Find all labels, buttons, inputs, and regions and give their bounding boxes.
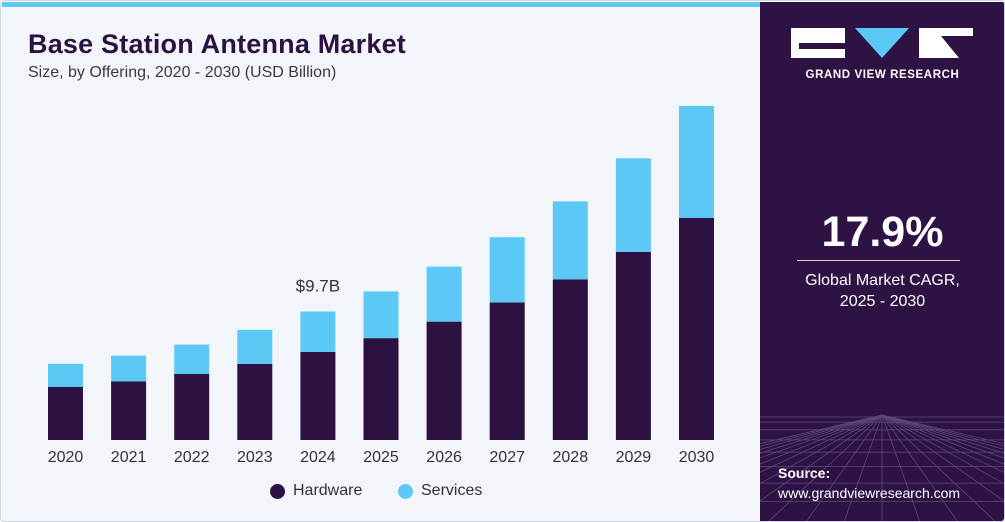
accent-bar bbox=[2, 2, 760, 7]
cagr-label-line2: 2025 - 2030 bbox=[839, 293, 926, 310]
bar-hardware-2020 bbox=[48, 386, 83, 440]
bar-services-2025 bbox=[363, 291, 399, 339]
grid-deco-line bbox=[881, 414, 1004, 445]
grid-deco-line bbox=[760, 414, 883, 454]
grid-deco-line bbox=[881, 414, 958, 521]
grid-deco-line bbox=[881, 414, 1004, 502]
grid-deco-line bbox=[881, 414, 1004, 450]
grid-deco-line bbox=[881, 414, 1004, 473]
bar-hardware-2030 bbox=[679, 217, 714, 440]
x-tick-label-2027: 2027 bbox=[489, 449, 525, 466]
bar-hardware-2029 bbox=[615, 251, 651, 440]
grid-deco-line bbox=[843, 414, 883, 521]
bar-services-2026 bbox=[426, 266, 462, 322]
bar-services-2028 bbox=[552, 201, 588, 280]
grid-deco-line bbox=[881, 414, 921, 521]
bar-hardware-2026 bbox=[426, 321, 462, 440]
x-tick-label-2028: 2028 bbox=[553, 449, 589, 466]
grid-deco-line bbox=[881, 414, 1004, 454]
grid-deco-line bbox=[881, 414, 1004, 447]
bar-services-2027 bbox=[489, 237, 525, 303]
bar-services-2023 bbox=[237, 329, 273, 364]
brand-name: GRAND VIEW RESEARCH bbox=[805, 69, 960, 81]
legend-item-services: Services bbox=[398, 482, 482, 500]
legend-label-services: Services bbox=[421, 482, 483, 499]
x-tick-label-2030: 2030 bbox=[679, 449, 715, 466]
perspective-grid-decoration bbox=[760, 414, 1004, 521]
info-sidebar: GRAND VIEW RESEARCH 17.9% Global Market … bbox=[760, 2, 1004, 521]
bar-hardware-2024 bbox=[300, 351, 336, 440]
grid-deco-line bbox=[760, 414, 883, 459]
bar-services-2021 bbox=[111, 355, 147, 382]
legend-item-hardware: Hardware bbox=[270, 482, 362, 500]
bar-services-2029 bbox=[615, 158, 651, 252]
bar-hardware-2021 bbox=[111, 381, 147, 440]
x-tick-label-2021: 2021 bbox=[111, 449, 147, 466]
grid-deco-line bbox=[760, 414, 883, 447]
chart-legend: Hardware Services bbox=[2, 480, 760, 504]
legend-label-hardware: Hardware bbox=[293, 482, 363, 499]
legend-swatch-hardware bbox=[270, 483, 285, 499]
bar-services-2030 bbox=[679, 106, 714, 218]
x-tick-label-2029: 2029 bbox=[616, 449, 652, 466]
bar-hardware-2027 bbox=[489, 302, 525, 440]
grid-deco-line bbox=[760, 414, 883, 473]
grid-deco-line bbox=[881, 414, 1004, 459]
x-tick-label-2022: 2022 bbox=[174, 449, 210, 466]
cagr-value: 17.9% bbox=[821, 208, 944, 256]
grid-deco-line bbox=[881, 414, 1004, 485]
chart-subtitle: Size, by Offering, 2020 - 2030 (USD Bill… bbox=[28, 64, 337, 81]
grid-deco-line bbox=[760, 414, 883, 450]
x-tick-label-2020: 2020 bbox=[48, 449, 84, 466]
stacked-bar-chart: 2020 2021 2022 2023 2024 $9.7B 2025 2026 2027 202… bbox=[48, 106, 715, 466]
x-tick-label-2025: 2025 bbox=[363, 449, 399, 466]
bar-services-2020 bbox=[48, 363, 83, 387]
grand-view-logo-icon bbox=[791, 28, 973, 58]
bar-hardware-2022 bbox=[174, 373, 210, 440]
grid-deco-line bbox=[760, 414, 883, 445]
cagr-label: Global Market CAGR, 2025 - 2030 bbox=[760, 270, 1004, 312]
x-tick-label-2024: 2024 bbox=[300, 449, 336, 466]
legend-swatch-services bbox=[398, 483, 413, 499]
cagr-label-line1: Global Market CAGR, bbox=[805, 272, 960, 289]
grid-deco-line bbox=[760, 414, 883, 485]
source-url: www.grandviewresearch.com bbox=[778, 485, 961, 501]
grid-deco-line bbox=[768, 414, 883, 521]
bar-services-2024 bbox=[300, 311, 336, 352]
bar-hardware-2025 bbox=[363, 338, 399, 440]
grid-deco-line bbox=[760, 414, 883, 465]
grid-deco-line bbox=[806, 414, 883, 521]
bar-services-2022 bbox=[174, 344, 210, 374]
bar-hardware-2023 bbox=[237, 363, 273, 440]
bar-hardware-2028 bbox=[552, 279, 588, 440]
grid-deco-line bbox=[881, 414, 1004, 465]
chart-title: Base Station Antenna Market bbox=[28, 29, 406, 59]
chart-panel: Base Station Antenna Market Size, by Off… bbox=[2, 2, 760, 521]
x-tick-label-2023: 2023 bbox=[237, 449, 273, 466]
source-label: Source: bbox=[778, 465, 831, 481]
data-label-2024: $9.7B bbox=[296, 277, 340, 296]
grid-deco-line bbox=[760, 414, 883, 502]
grid-deco-line bbox=[881, 414, 996, 521]
cagr-divider bbox=[797, 260, 960, 261]
x-tick-label-2026: 2026 bbox=[426, 449, 462, 466]
